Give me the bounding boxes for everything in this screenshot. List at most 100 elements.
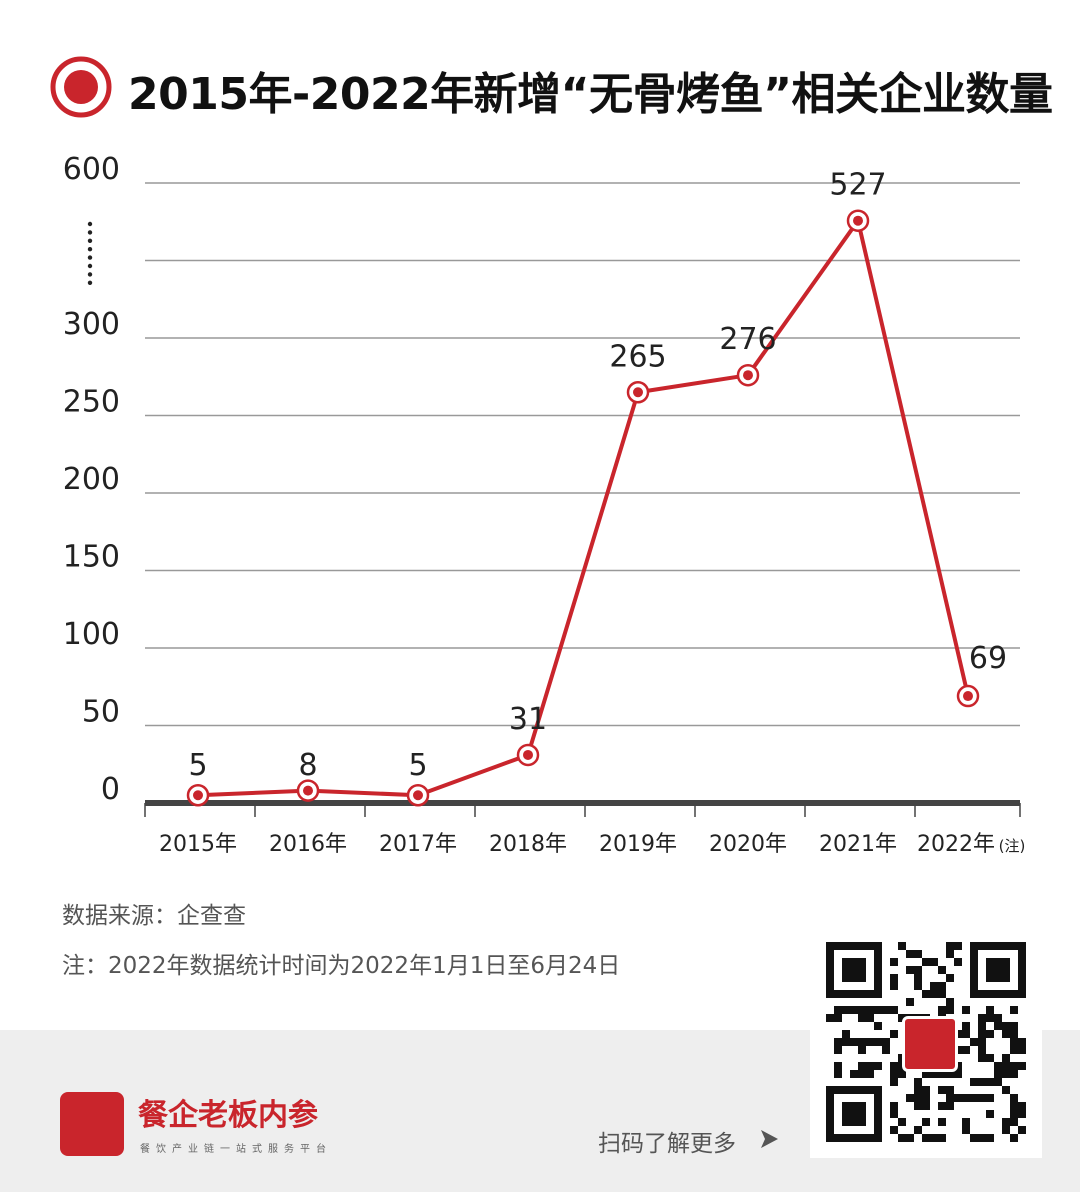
data-point-core xyxy=(523,749,533,760)
qr-module xyxy=(914,982,922,990)
qr-module xyxy=(930,1134,938,1142)
qr-module xyxy=(986,1134,994,1142)
qr-module xyxy=(898,1070,906,1078)
qr-module xyxy=(882,1038,890,1046)
brand-tagline: 餐饮产业链一站式服务平台 xyxy=(140,1144,332,1155)
y-tick-label: 0 xyxy=(101,772,120,807)
qr-module xyxy=(994,1078,1002,1086)
qr-module xyxy=(866,1070,874,1078)
qr-module xyxy=(994,1022,1002,1030)
qr-module xyxy=(978,1054,986,1062)
qr-module xyxy=(858,1070,866,1078)
page-title: 2015年-2022年新增“无骨烤鱼”相关企业数量 xyxy=(128,69,1053,120)
qr-module xyxy=(922,1118,930,1126)
qr-module xyxy=(938,1070,946,1078)
arrow-right-icon xyxy=(761,1130,778,1148)
qr-module xyxy=(1010,1062,1018,1070)
data-label: 527 xyxy=(829,168,886,203)
qr-module xyxy=(874,1062,882,1070)
x-tick-label: 2016年 xyxy=(269,832,347,857)
qr-module xyxy=(1018,1062,1026,1070)
qr-module xyxy=(1002,1022,1010,1030)
qr-module xyxy=(874,1022,882,1030)
y-tick-label: 200 xyxy=(63,462,120,497)
qr-module xyxy=(922,1134,930,1142)
data-point-core xyxy=(413,790,423,801)
qr-module xyxy=(978,1014,986,1022)
qr-module xyxy=(954,942,962,950)
qr-module xyxy=(1010,1118,1018,1126)
qr-module xyxy=(1010,1046,1018,1054)
qr-module xyxy=(858,1006,866,1014)
qr-module xyxy=(986,1054,994,1062)
qr-module xyxy=(834,1014,842,1022)
qr-module xyxy=(946,998,954,1006)
qr-module xyxy=(922,1102,930,1110)
x-tick-label: 2019年 xyxy=(599,832,677,857)
qr-module xyxy=(874,1038,882,1046)
qr-module xyxy=(970,1078,978,1086)
qr-module xyxy=(1018,1046,1026,1054)
data-point-core xyxy=(743,370,753,381)
qr-module xyxy=(898,1134,906,1142)
qr-module xyxy=(922,1070,930,1078)
y-tick-label: 100 xyxy=(63,617,120,652)
data-point-core xyxy=(633,387,643,398)
header: 2015年-2022年新增“无骨烤鱼”相关企业数量 xyxy=(50,48,1053,128)
data-point-core xyxy=(853,215,863,226)
qr-module xyxy=(890,982,898,990)
qr-module xyxy=(970,1094,978,1102)
qr-module xyxy=(850,1038,858,1046)
qr-module xyxy=(922,1094,930,1102)
qr-module xyxy=(962,1118,970,1126)
qr-module xyxy=(866,1062,874,1070)
qr-module xyxy=(858,1046,866,1054)
qr-module xyxy=(962,1006,970,1014)
scan-prompt: 扫码了解更多 xyxy=(598,1131,736,1157)
qr-module xyxy=(946,1094,954,1102)
x-tick-label: 2018年 xyxy=(489,832,567,857)
target-icon xyxy=(50,56,112,118)
series-line xyxy=(197,218,970,798)
qr-module xyxy=(850,1006,858,1014)
qr-module xyxy=(930,1070,938,1078)
qr-module xyxy=(866,1014,874,1022)
data-point-core xyxy=(193,790,203,801)
qr-module xyxy=(890,1006,898,1014)
axis-break-dot xyxy=(87,263,93,269)
qr-module xyxy=(1002,1062,1010,1070)
data-point-core xyxy=(963,691,973,702)
qr-module xyxy=(922,958,930,966)
qr-module xyxy=(914,974,922,982)
qr-module xyxy=(946,1006,954,1014)
qr-module xyxy=(994,1062,1002,1070)
qr-module xyxy=(938,1102,946,1110)
x-tick-label: 2020年 xyxy=(709,832,787,857)
x-tick-note: (注) xyxy=(999,837,1026,855)
qr-module xyxy=(914,950,922,958)
qr-code-card[interactable] xyxy=(810,926,1042,1158)
qr-module xyxy=(938,1006,946,1014)
qr-module xyxy=(970,1038,978,1046)
qr-module xyxy=(946,1086,954,1094)
qr-module xyxy=(978,1030,986,1038)
axis-break-dot xyxy=(87,272,93,277)
qr-module xyxy=(978,1078,986,1086)
qr-module xyxy=(1018,1038,1026,1046)
qr-module xyxy=(986,1006,994,1014)
data-label: 69 xyxy=(969,641,1007,676)
qr-module xyxy=(970,1134,978,1142)
qr-module xyxy=(1018,1110,1026,1118)
qr-module xyxy=(978,1022,986,1030)
qr-module xyxy=(858,1014,866,1022)
qr-module xyxy=(850,1070,858,1078)
qr-module xyxy=(930,958,938,966)
qr-module xyxy=(986,1078,994,1086)
qr-module xyxy=(946,950,954,958)
axis-break-dot xyxy=(87,247,93,252)
x-tick-label: 2017年 xyxy=(379,832,457,857)
qr-module xyxy=(914,1126,922,1134)
qr-module xyxy=(906,1094,914,1102)
qr-module xyxy=(842,1102,866,1126)
